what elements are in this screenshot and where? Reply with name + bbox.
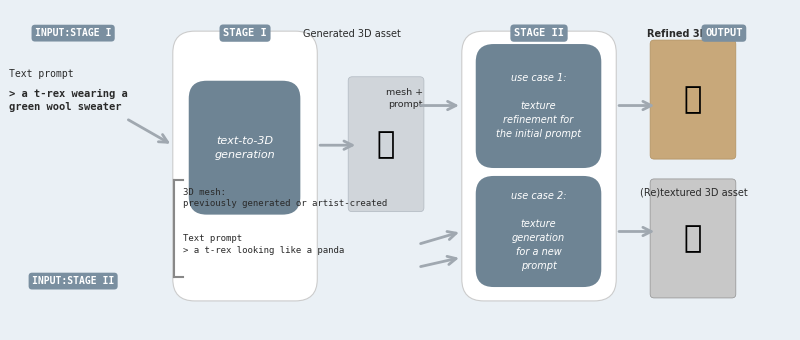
Text: STAGE II: STAGE II <box>514 28 564 38</box>
FancyBboxPatch shape <box>189 81 300 215</box>
Text: use case 1:

texture
refinement for
the initial prompt: use case 1: texture refinement for the i… <box>496 73 581 139</box>
Text: mesh +
prompt: mesh + prompt <box>386 88 423 109</box>
FancyBboxPatch shape <box>476 44 602 168</box>
Text: STAGE I: STAGE I <box>223 28 267 38</box>
FancyBboxPatch shape <box>650 40 736 159</box>
Text: > a t-rex wearing a
green wool sweater: > a t-rex wearing a green wool sweater <box>10 89 128 112</box>
Text: use case 2:

texture
generation
for a new
prompt: use case 2: texture generation for a new… <box>510 191 566 272</box>
Text: 🐼: 🐼 <box>684 224 702 253</box>
Text: (Re)textured 3D asset: (Re)textured 3D asset <box>640 188 748 198</box>
FancyBboxPatch shape <box>650 179 736 298</box>
Text: Text prompt: Text prompt <box>10 69 74 79</box>
FancyBboxPatch shape <box>348 77 424 212</box>
FancyBboxPatch shape <box>173 31 318 301</box>
Text: OUTPUT: OUTPUT <box>705 28 742 38</box>
FancyBboxPatch shape <box>476 176 602 287</box>
FancyBboxPatch shape <box>462 31 616 301</box>
Text: Refined 3D asset: Refined 3D asset <box>647 29 741 39</box>
Text: Text prompt
> a t-rex looking like a panda: Text prompt > a t-rex looking like a pan… <box>182 235 344 255</box>
Text: INPUT:STAGE I: INPUT:STAGE I <box>35 28 111 38</box>
Text: INPUT:STAGE II: INPUT:STAGE II <box>32 276 114 286</box>
Text: 🦕: 🦕 <box>377 130 395 159</box>
Text: text-to-3D
generation: text-to-3D generation <box>214 136 275 160</box>
Text: 🦖: 🦖 <box>684 85 702 114</box>
Text: 3D mesh:
previously generated or artist-created: 3D mesh: previously generated or artist-… <box>182 188 387 208</box>
Text: Generated 3D asset: Generated 3D asset <box>303 29 401 39</box>
